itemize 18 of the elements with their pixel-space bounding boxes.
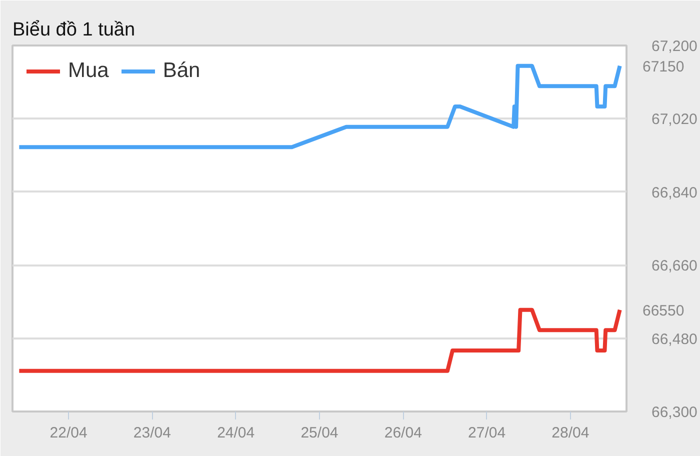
x-tick-label: 27/04 [468,424,506,442]
legend-label: Mua [68,59,109,83]
x-tick-label: 22/04 [50,424,88,442]
x-tick-label: 26/04 [384,424,422,442]
legend-label: Bán [162,59,200,83]
chart-title: Biểu đồ 1 tuần [12,20,136,40]
y-tick-label: 67,200 [652,38,698,55]
x-tick-label: 23/04 [133,424,171,442]
data-label: 66550 [642,302,684,320]
y-tick-label: 66,300 [652,404,698,421]
y-tick-label: 66,480 [652,330,698,348]
y-tick-label: 67,020 [652,111,698,128]
x-tick-label: 24/04 [217,424,255,442]
x-tick-label: 25/04 [300,424,338,442]
x-tick-label: 28/04 [552,424,590,442]
data-label: 67150 [642,58,684,76]
y-tick-label: 66,840 [652,184,698,202]
y-tick-label: 66,660 [652,258,698,275]
